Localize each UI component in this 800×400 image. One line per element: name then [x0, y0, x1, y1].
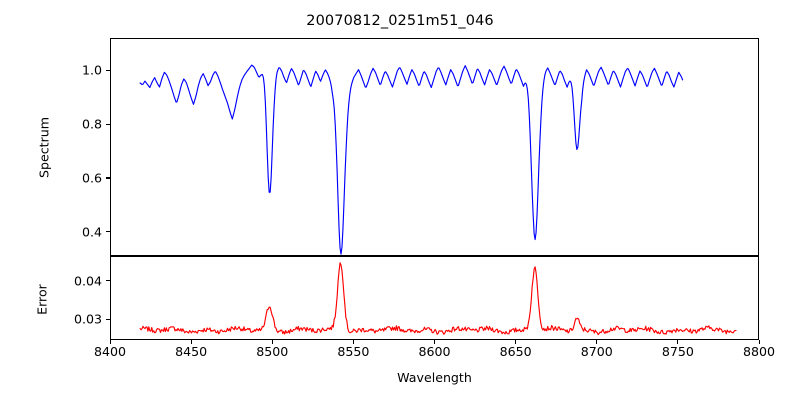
x-tick-label: 8400: [93, 344, 127, 359]
spectrum-y-tick-mark: [106, 231, 110, 233]
x-axis-label: Wavelength: [397, 370, 472, 385]
error-y-tick-mark: [106, 280, 110, 282]
x-tick-mark: [434, 340, 436, 344]
error-y-tick-label: 0.04: [73, 273, 102, 289]
x-tick-label: 8450: [175, 344, 208, 359]
error-y-axis-label: Error: [34, 284, 50, 315]
spectrum-y-tick-label: 0.4: [81, 224, 102, 240]
x-tick-label: 8650: [499, 344, 532, 359]
page-title: 20070812_0251m51_046: [306, 13, 494, 29]
error-y-tick-mark: [106, 318, 110, 320]
error-plot-area: [110, 256, 759, 340]
x-tick-mark: [271, 340, 273, 344]
x-tick-label: 8750: [661, 344, 694, 359]
x-tick-mark: [596, 340, 598, 344]
x-tick-mark: [352, 340, 354, 344]
spectrum-y-tick-label: 0.8: [81, 116, 102, 132]
x-tick-mark: [190, 340, 192, 344]
spectrum-y-axis-label: Spectrum: [36, 116, 52, 179]
x-tick-label: 8800: [742, 344, 776, 359]
x-tick-mark: [515, 340, 517, 344]
error-line-series: [139, 262, 737, 336]
x-tick-label: 8550: [337, 344, 370, 359]
x-tick-mark: [109, 340, 111, 344]
spectrum-y-tick-mark: [106, 69, 110, 71]
spectrum-y-tick-mark: [106, 177, 110, 179]
x-tick-label: 8700: [580, 344, 613, 359]
x-tick-label: 8500: [256, 344, 289, 359]
spectrum-y-tick-label: 1.0: [81, 62, 102, 78]
spectrum-plot-area: [110, 38, 759, 256]
spectrum-y-tick-label: 0.6: [81, 170, 102, 186]
x-tick-label: 8600: [418, 344, 451, 359]
x-tick-mark: [758, 340, 760, 344]
error-y-tick-label: 0.03: [73, 311, 102, 327]
x-tick-mark: [677, 340, 679, 344]
spectrum-y-tick-mark: [106, 123, 110, 125]
spectrum-line-series: [139, 64, 684, 255]
